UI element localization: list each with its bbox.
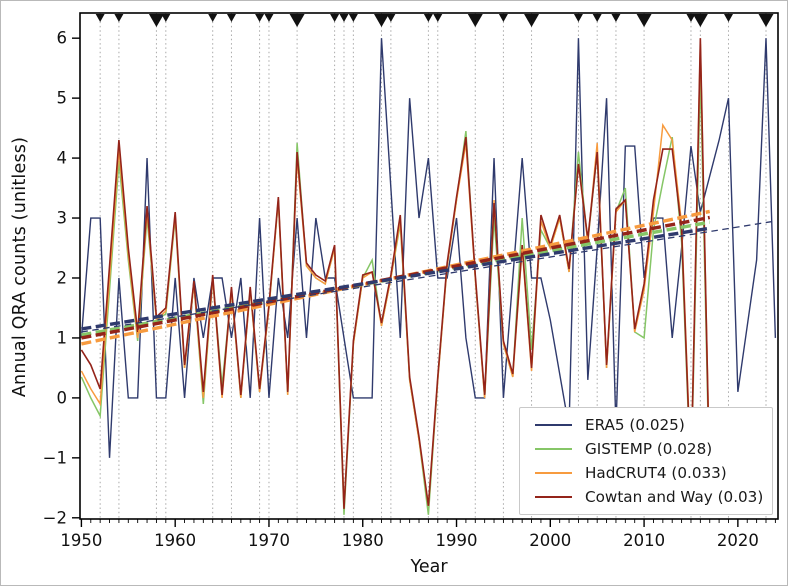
hadcrut4-line-swatch-icon [535, 472, 572, 474]
event-triangle-icon [95, 14, 105, 22]
y-tick-label: −1 [43, 448, 67, 467]
legend-item-hadcrut4: HadCRUT4 (0.033) [535, 464, 766, 482]
y-tick-label: 4 [57, 149, 68, 168]
y-axis-label: Annual QRA counts (unitless) [10, 136, 30, 398]
event-triangle-icon [758, 14, 774, 27]
axes-spines [79, 12, 779, 520]
event-triangle-icon [264, 14, 274, 22]
event-triangle-icon [573, 14, 583, 22]
event-triangle-icon [467, 14, 483, 27]
event-triangle-icon [374, 14, 390, 27]
y-tick-label: 0 [57, 388, 68, 407]
event-triangle-icon [289, 14, 305, 27]
event-triangle-icon [226, 14, 236, 22]
trend-line-era5-trend-full-period [81, 220, 776, 333]
y-tick-label: 5 [57, 89, 68, 108]
event-triangle-icon [723, 14, 733, 22]
event-triangle-icon [386, 14, 396, 22]
trend-line-era5-trend [81, 226, 710, 331]
x-tick-label: 2010 [623, 531, 665, 550]
event-triangle-icon [611, 14, 621, 22]
y-tick-label: 2 [57, 268, 68, 287]
x-tick-label: 1950 [60, 531, 102, 550]
x-tick-label: 1960 [154, 531, 196, 550]
y-tick-label: −2 [43, 508, 67, 527]
legend-label: GISTEMP (0.028) [585, 440, 713, 458]
legend-label: Cowtan and Way (0.03) [585, 488, 764, 506]
event-triangle-icon [423, 14, 433, 22]
x-tick-label: 1980 [342, 531, 384, 550]
event-triangle-icon [592, 14, 602, 22]
x-tick-label: 2020 [717, 531, 759, 550]
event-triangle-icon [330, 14, 340, 22]
x-tick-label: 1970 [248, 531, 290, 550]
x-axis-label: Year [410, 557, 448, 577]
legend: ERA5 (0.025) GISTEMP (0.028) HadCRUT4 (0.0… [519, 407, 773, 515]
event-triangle-icon [161, 14, 171, 22]
event-triangle-icon [686, 14, 696, 22]
legend-label: HadCRUT4 (0.033) [585, 464, 727, 482]
y-tick-label: 1 [57, 328, 68, 347]
event-triangle-icon [114, 14, 124, 22]
legend-item-gistemp: GISTEMP (0.028) [535, 440, 766, 458]
series-line-era5 [80, 38, 777, 458]
event-triangle-icon [339, 14, 349, 22]
gistemp-line-swatch-icon [535, 448, 572, 450]
cowtan-and-way-line-swatch-icon [535, 496, 572, 498]
legend-item-cowtan-and-way: Cowtan and Way (0.03) [535, 488, 766, 506]
event-triangle-icon [692, 14, 708, 27]
event-triangle-icon [636, 14, 652, 27]
event-triangle-icon [498, 14, 508, 22]
event-triangle-icon [524, 14, 540, 27]
y-tick-label: 3 [57, 209, 68, 228]
legend-item-era5: ERA5 (0.025) [535, 416, 766, 434]
event-triangle-icon [148, 14, 164, 27]
era5-line-swatch-icon [535, 424, 572, 426]
series-line-cowtan-and-way [80, 38, 711, 509]
x-tick-label: 2000 [529, 531, 571, 550]
event-triangle-icon [208, 14, 218, 22]
trend-line-cowtan-and-way-trend [81, 215, 711, 340]
event-triangle-icon [348, 14, 358, 22]
x-tick-label: 1990 [436, 531, 478, 550]
event-triangle-icon [255, 14, 265, 22]
legend-label: ERA5 (0.025) [585, 416, 685, 434]
event-triangle-icon [433, 14, 443, 22]
y-tick-label: 6 [57, 29, 68, 48]
